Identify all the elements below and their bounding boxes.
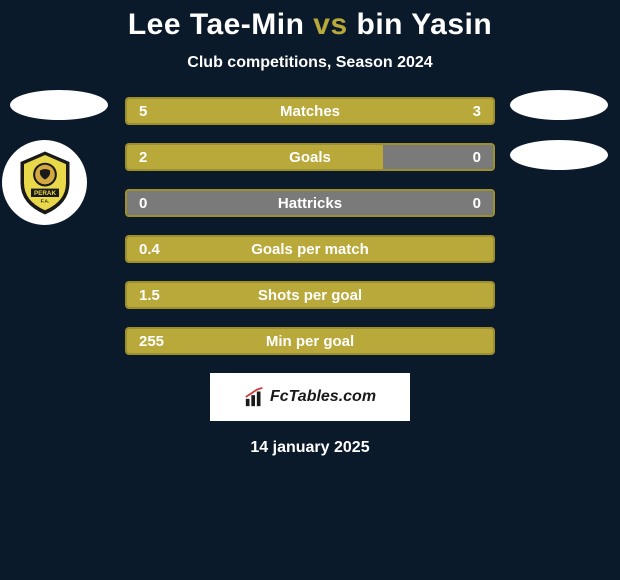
stat-row: 1.5Shots per goal xyxy=(125,281,495,309)
title-vs: vs xyxy=(304,8,356,41)
stat-label: Shots per goal xyxy=(127,283,493,307)
club-logo-left: PERAK F.A. xyxy=(2,140,87,225)
stats-bars: 53Matches 20Goals 00Hattricks 0.4Goals per … xyxy=(125,97,495,355)
stat-label: Hattricks xyxy=(127,191,493,215)
stat-label: Goals xyxy=(127,145,493,169)
left-player-column: PERAK F.A. xyxy=(10,90,110,225)
fctables-logo-icon xyxy=(244,386,266,408)
title-player-right: bin Yasin xyxy=(357,8,493,41)
svg-text:PERAK: PERAK xyxy=(33,189,55,196)
stat-label: Matches xyxy=(127,99,493,123)
club-logo-placeholder xyxy=(510,140,608,170)
branding-badge: FcTables.com xyxy=(210,373,410,421)
page-title: Lee Tae-Min vs bin Yasin xyxy=(0,8,620,42)
player-photo-placeholder xyxy=(510,90,608,120)
subtitle: Club competitions, Season 2024 xyxy=(0,54,620,72)
branding-text: FcTables.com xyxy=(270,388,376,406)
player-photo-placeholder xyxy=(10,90,108,120)
comparison-content: PERAK F.A. 53Matches 20Goals 00Hattricks 0.… xyxy=(0,97,620,457)
date-label: 14 january 2025 xyxy=(0,439,620,457)
stat-row: 255Min per goal xyxy=(125,327,495,355)
stat-row: 53Matches xyxy=(125,97,495,125)
stat-label: Goals per match xyxy=(127,237,493,261)
title-player-left: Lee Tae-Min xyxy=(128,8,305,41)
right-player-column xyxy=(510,90,610,190)
svg-text:F.A.: F.A. xyxy=(40,198,49,204)
stat-row: 00Hattricks xyxy=(125,189,495,217)
stat-row: 0.4Goals per match xyxy=(125,235,495,263)
stat-row: 20Goals xyxy=(125,143,495,171)
stat-label: Min per goal xyxy=(127,329,493,353)
perak-badge-icon: PERAK F.A. xyxy=(10,148,80,218)
